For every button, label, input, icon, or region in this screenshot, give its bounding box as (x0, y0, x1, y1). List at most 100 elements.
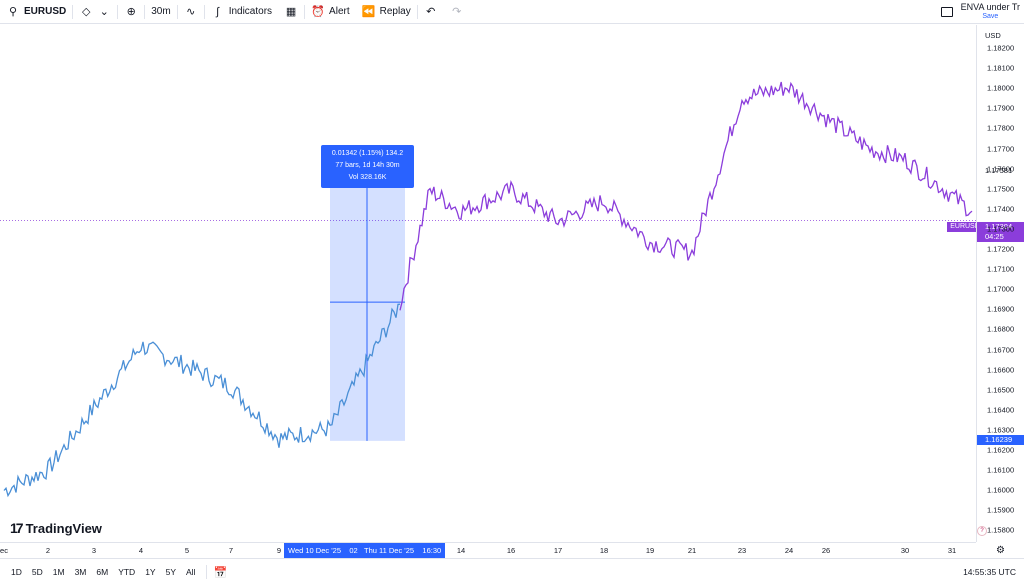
range-button-1y[interactable]: 1Y (145, 567, 156, 577)
interval-label: 30m (151, 6, 171, 17)
compare-button[interactable]: ⊕ (118, 0, 144, 24)
range-button-1m[interactable]: 1M (52, 567, 65, 577)
currency-label[interactable]: USD (985, 31, 1001, 40)
layout-square-icon[interactable] (940, 7, 953, 17)
range-button-5y[interactable]: 5Y (165, 567, 176, 577)
time-tick-label: 19 (645, 546, 655, 555)
community-menu[interactable]: ◇ ⌄ (73, 0, 117, 24)
layout-menu[interactable]: ENVA under Tr Save (961, 2, 1020, 22)
chart-type-button[interactable]: ∿ (178, 0, 204, 24)
measure-volume: Vol 328.16K (348, 174, 387, 181)
bottom-toolbar: 1D 5D 1M 3M 6M YTD 1Y 5Y All 📅 14:55:35 UTC (0, 558, 1024, 585)
alert-button[interactable]: ⏰ Alert (305, 0, 356, 24)
price-axis[interactable]: USD 1.17581 1.17304 04:25 1.16239 ? 1.18… (976, 25, 1024, 542)
alarm-clock-icon: ⏰ (311, 6, 325, 18)
measure-bars: 77 bars, 1d 14h 30m (335, 162, 400, 169)
top-toolbar: ⚲ EURUSD ◇ ⌄ ⊕ 30m ∿ ∫ Indicators ▦ ⏰ Al… (0, 0, 1024, 24)
price-tick-label: 1.16400 (987, 405, 1015, 415)
current-price-value: 1.17304 (985, 222, 1013, 231)
search-icon: ⚲ (8, 6, 18, 18)
diamond-icon: ◇ (82, 6, 91, 18)
divider (176, 4, 178, 19)
replay-button[interactable]: ⏪ Replay (356, 0, 417, 24)
range-button-ytd[interactable]: YTD (118, 567, 136, 577)
price-tick-label: 1.18200 (987, 43, 1015, 53)
chart-pane[interactable]: 0.01342 (1.15%) 134.2 77 bars, 1d 14h 30… (0, 25, 976, 542)
divider (72, 4, 74, 19)
indicators-icon: ∫ (216, 5, 220, 18)
range-start-date: Wed 10 Dec '25 02 (284, 543, 362, 558)
layout-area: ENVA under Tr Save (940, 0, 1024, 24)
replay-label: Replay (379, 6, 411, 17)
price-tick-label: 1.17800 (987, 123, 1015, 133)
divider (416, 4, 418, 19)
price-tick-label: 1.16200 (987, 445, 1015, 455)
time-tick-label: 17 (553, 546, 563, 555)
price-tick-label: 1.17400 (987, 204, 1015, 214)
range-button-6m[interactable]: 6M (96, 567, 109, 577)
price-tick-label: 1.16100 (987, 465, 1015, 475)
grid-icon: ▦ (285, 6, 297, 18)
range-mid-label: 02 (349, 546, 358, 555)
measure-change: 0.01342 (1.15%) 134.2 (331, 150, 404, 157)
utc-clock[interactable]: 14:55:35 UTC (963, 567, 1016, 577)
redo-button[interactable]: ↷ (444, 0, 470, 24)
indicators-button[interactable]: ∫ Indicators (205, 0, 278, 24)
price-tick-label: 1.16600 (987, 365, 1015, 375)
time-tick-label: 14 (456, 546, 466, 555)
templates-button[interactable]: ▦ (278, 0, 304, 24)
range-button-3m[interactable]: 3M (74, 567, 87, 577)
price-tick-label: 1.17500 (987, 184, 1015, 194)
plus-circle-icon: ⊕ (126, 6, 136, 18)
price-tick-label: 1.15800 (987, 525, 1015, 535)
price-tick-label: 1.17300 (987, 224, 1015, 234)
time-tick-label: 16 (506, 546, 516, 555)
range-end-label: Thu 11 Dec '25 (364, 546, 415, 555)
time-tick-label: 21 (687, 546, 697, 555)
date-range-buttons: 1D 5D 1M 3M 6M YTD 1Y 5Y All (0, 567, 200, 577)
time-tick-label: 5 (184, 546, 190, 555)
low-price-tag: 1.16239 (977, 435, 1024, 445)
divider (203, 4, 205, 19)
price-tick-label: 1.17000 (987, 284, 1015, 294)
price-tick-label: 1.16900 (987, 304, 1015, 314)
divider (144, 4, 146, 19)
time-tick-label: 7 (228, 546, 234, 555)
tradingview-logo[interactable]: 17 TradingView (10, 520, 102, 536)
range-end-time: 16:30 (422, 546, 442, 555)
calendar-range-icon[interactable]: 📅 (213, 566, 228, 579)
time-tick-label: 31 (947, 546, 957, 555)
price-tick-label: 1.16000 (987, 485, 1015, 495)
current-price-tag: 1.17304 04:25 (977, 222, 1024, 242)
range-button-5d[interactable]: 5D (31, 567, 43, 577)
range-button-1d[interactable]: 1D (11, 567, 22, 577)
divider (117, 4, 119, 19)
rewind-icon: ⏪ (361, 6, 376, 18)
time-tick-label: 26 (821, 546, 831, 555)
time-tick-label: 2 (45, 546, 51, 555)
range-button-all[interactable]: All (186, 567, 196, 577)
ideas-icon[interactable]: ? (977, 526, 987, 536)
time-axis-settings-icon[interactable]: ⚙ (996, 545, 1005, 556)
line-chart-icon: ∿ (186, 6, 196, 18)
layout-save-status: Save (982, 13, 999, 20)
time-axis[interactable]: Wed 10 Dec '25 02 Thu 11 Dec '25 16:30 ⚙… (0, 542, 1005, 558)
price-line-past (3, 303, 401, 498)
price-tick-label: 1.18000 (987, 83, 1015, 93)
chevron-down-icon: ⌄ (99, 6, 109, 18)
symbol-search[interactable]: ⚲ EURUSD (0, 0, 72, 24)
symbol-price-tag: EURUSD (947, 222, 976, 232)
time-tick-label: 23 (737, 546, 747, 555)
price-tick-label: 1.17900 (987, 103, 1015, 113)
divider (206, 565, 208, 579)
undo-icon: ↶ (426, 6, 436, 18)
undo-button[interactable]: ↶ (418, 0, 444, 24)
interval-button[interactable]: 30m (145, 0, 176, 24)
indicators-label: Indicators (228, 6, 273, 17)
time-tick-label: 3 (91, 546, 97, 555)
tv-logo-text: TradingView (25, 520, 102, 536)
price-tick-label: 1.18100 (987, 63, 1015, 73)
divider (304, 4, 306, 19)
price-chart[interactable] (0, 25, 976, 542)
price-line-recent (399, 81, 973, 311)
